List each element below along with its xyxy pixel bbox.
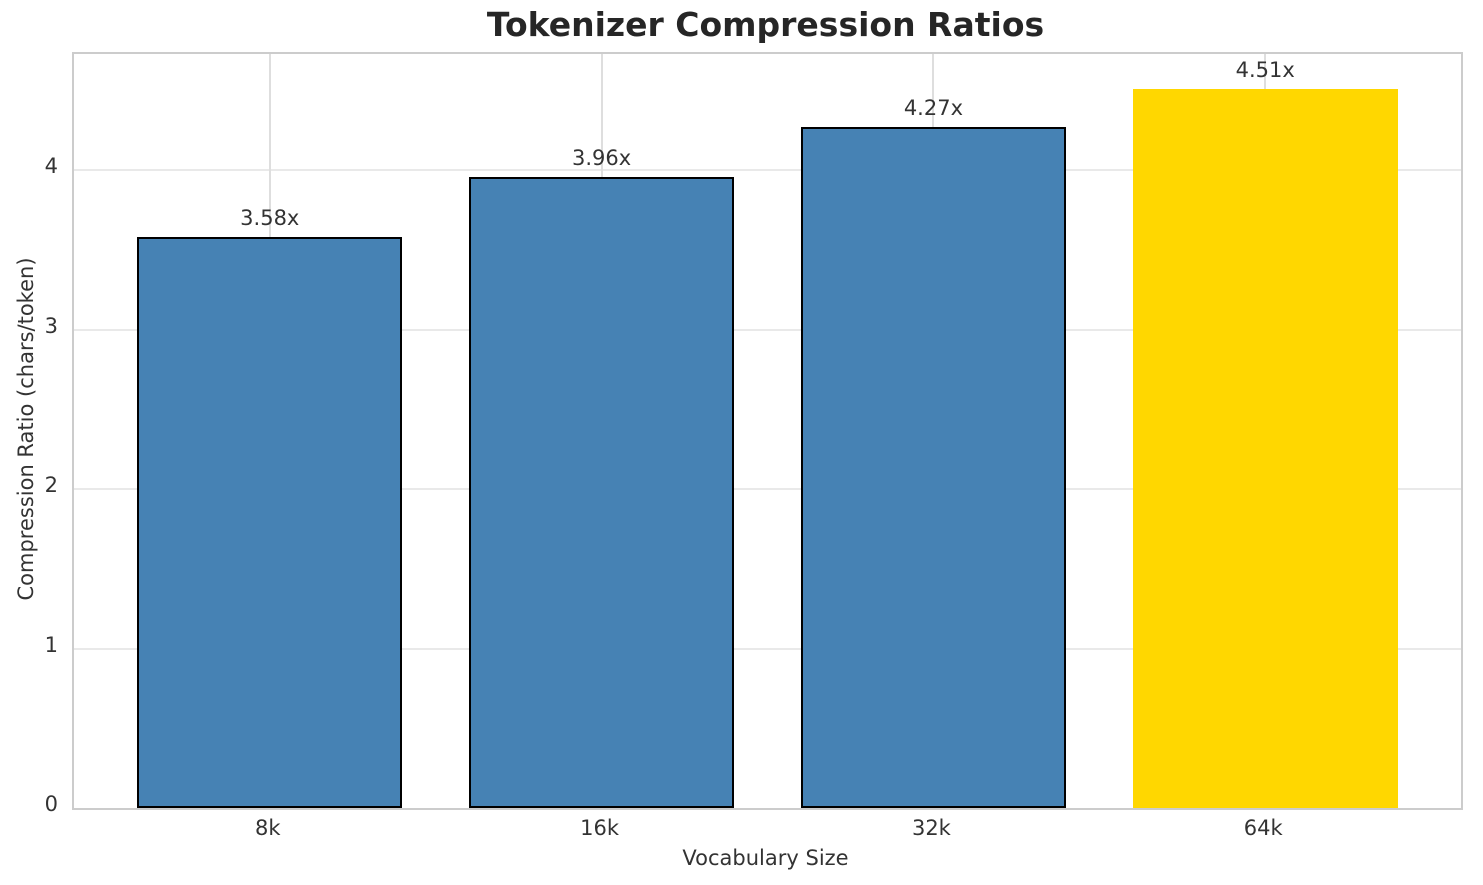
- x-tick-label: 64k: [1243, 816, 1283, 840]
- plot-area: 3.58x 3.96x 4.27x 4.51x: [72, 52, 1463, 810]
- y-tick-label: 2: [44, 473, 58, 498]
- bar-value-label: 3.58x: [240, 206, 300, 231]
- gridline-horizontal: [74, 647, 1461, 650]
- y-axis-label: Compression Ratio (chars/token): [14, 257, 38, 601]
- chart-title: Tokenizer Compression Ratios: [486, 5, 1045, 44]
- y-tick-label: 4: [44, 154, 58, 179]
- gridline-horizontal: [74, 328, 1461, 331]
- x-tick-label: 32k: [911, 816, 951, 840]
- bar-8k: [137, 237, 403, 808]
- bar-32k: [800, 127, 1067, 808]
- gridline-horizontal: [74, 169, 1461, 172]
- gridline-horizontal: [74, 488, 1461, 491]
- x-axis-label: Vocabulary Size: [682, 846, 849, 870]
- bar-value-label: 4.51x: [1235, 58, 1295, 83]
- y-tick-label: 3: [44, 313, 58, 338]
- y-tick-label: 0: [44, 792, 58, 816]
- bar-16k: [468, 176, 735, 808]
- bar-value-label: 4.27x: [903, 96, 963, 121]
- y-tick-label: 1: [44, 632, 58, 657]
- x-tick-label: 16k: [580, 816, 620, 840]
- bar-64k: [1132, 89, 1398, 808]
- x-tick-label: 8k: [255, 816, 281, 840]
- bar-value-label: 3.96x: [571, 145, 632, 170]
